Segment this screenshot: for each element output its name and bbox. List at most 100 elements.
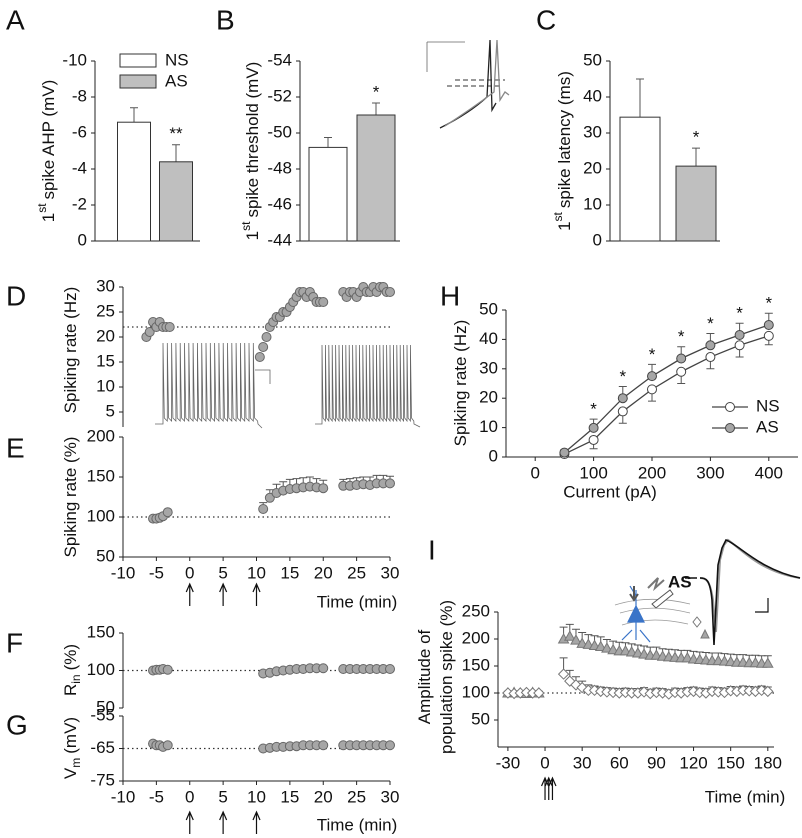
y-tick-label: 50 — [479, 299, 498, 318]
y-tick-label: 20 — [583, 158, 602, 177]
marker — [162, 740, 173, 751]
x-tick-label: -10 — [111, 563, 136, 582]
panel-letter: I — [428, 534, 436, 565]
scale-bar — [426, 41, 465, 72]
y-tick-label: 30 — [583, 122, 602, 141]
y-tick-label: 100 — [87, 506, 115, 525]
y-tick-label: -54 — [267, 50, 292, 69]
marker — [594, 640, 607, 652]
y-axis-label-part: spike AHP (mV) — [39, 80, 58, 200]
trace — [699, 539, 801, 646]
x-tick-label: 25 — [347, 563, 366, 582]
bar — [356, 114, 396, 242]
y-tick-label: -8 — [72, 86, 87, 105]
legend-label: AS — [165, 71, 188, 90]
y-axis-label: Spiking rate (Hz) — [451, 320, 470, 447]
y-axis-label: Vm (mV) — [61, 717, 83, 779]
y-tick-label: 10 — [583, 194, 602, 213]
marker — [264, 492, 275, 503]
x-tick-label: 5 — [218, 787, 227, 806]
marker — [162, 664, 173, 675]
marker — [258, 342, 269, 352]
panel-letter: D — [6, 280, 26, 311]
y-tick-label: 0 — [593, 230, 602, 249]
marker — [162, 507, 173, 518]
significance: * — [590, 400, 597, 419]
marker — [734, 329, 745, 340]
y-tick-label: 50 — [471, 709, 490, 728]
y-tick-label: 150 — [87, 622, 115, 641]
y-axis-label-part: population spike (%) — [437, 600, 456, 754]
y-axis-label: Spiking rate (%) — [61, 437, 80, 558]
y-axis-label-part: st — [239, 221, 253, 231]
y-tick-label: 200 — [87, 426, 115, 445]
marker — [318, 483, 329, 494]
marker — [761, 657, 774, 668]
x-axis-label: Time (min) — [317, 592, 398, 611]
y-axis-label: 1st spike AHP (mV) — [35, 80, 58, 222]
y-tick-label: 30 — [96, 276, 115, 295]
panel-letter: G — [6, 709, 28, 740]
marker — [705, 352, 716, 363]
scale-bar — [755, 598, 769, 613]
panel-letter: H — [440, 280, 460, 311]
y-tick-label: -10 — [62, 50, 87, 69]
significance: * — [765, 294, 772, 313]
y-tick-label: -46 — [267, 194, 292, 213]
y-tick-label: 10 — [479, 417, 498, 436]
x-tick-label: 200 — [638, 463, 666, 482]
series-line — [564, 335, 769, 455]
marker — [564, 675, 576, 687]
inset-trace — [155, 342, 421, 429]
stimulus-arrow — [252, 582, 261, 606]
y-axis-label-part: V — [61, 767, 80, 779]
inset-i — [614, 538, 801, 646]
x-tick-label: 400 — [755, 463, 783, 482]
stim-arrow — [629, 586, 639, 602]
inset-trace-b — [426, 39, 510, 129]
x-tick-label: 30 — [381, 787, 400, 806]
error-bar — [130, 107, 138, 123]
y-tick-label: 250 — [462, 601, 490, 620]
y-axis-label-part: m — [69, 758, 83, 768]
y-axis-label-part: Amplitude of — [415, 629, 434, 724]
marker — [725, 402, 735, 412]
y-axis-label-part: 1 — [243, 231, 262, 240]
marker — [254, 352, 265, 362]
y-axis-label: Rin (%) — [61, 644, 83, 696]
x-tick-label: -10 — [111, 787, 136, 806]
x-tick-label: -5 — [149, 563, 164, 582]
panel-letter: F — [6, 627, 23, 658]
x-axis-label: Time (min) — [705, 787, 786, 806]
error-bar — [172, 144, 180, 162]
inset-label: AS — [668, 572, 692, 591]
x-tick-label: 25 — [347, 787, 366, 806]
legend-swatch — [119, 53, 157, 68]
scale-bar — [255, 369, 271, 384]
panel-letter: B — [216, 4, 235, 35]
error-bar — [324, 137, 332, 148]
y-tick-label: 50 — [96, 546, 115, 565]
y-tick-label: 20 — [96, 326, 115, 345]
x-tick-label: 300 — [696, 463, 724, 482]
significance: ** — [169, 124, 183, 143]
panel-letter: C — [536, 4, 556, 35]
marker — [533, 687, 545, 699]
stimulus-arrow — [544, 776, 553, 800]
bar — [117, 121, 151, 242]
y-tick-label: -2 — [72, 194, 87, 213]
stimulus-arrow — [185, 582, 194, 606]
trace — [444, 39, 510, 127]
x-axis-label: Current (pA) — [563, 482, 657, 501]
y-tick-label: 30 — [479, 358, 498, 377]
x-tick-label: 120 — [679, 753, 707, 772]
y-tick-label: 15 — [96, 351, 115, 370]
stimulus-arrow — [219, 582, 228, 606]
panel-letter: E — [6, 432, 25, 463]
y-axis-label-part: Spiking rate (Hz) — [61, 287, 80, 414]
x-tick-label: -5 — [149, 787, 164, 806]
marker — [318, 297, 329, 307]
y-axis-label-part: in — [69, 674, 83, 683]
y-tick-label: -52 — [267, 86, 292, 105]
